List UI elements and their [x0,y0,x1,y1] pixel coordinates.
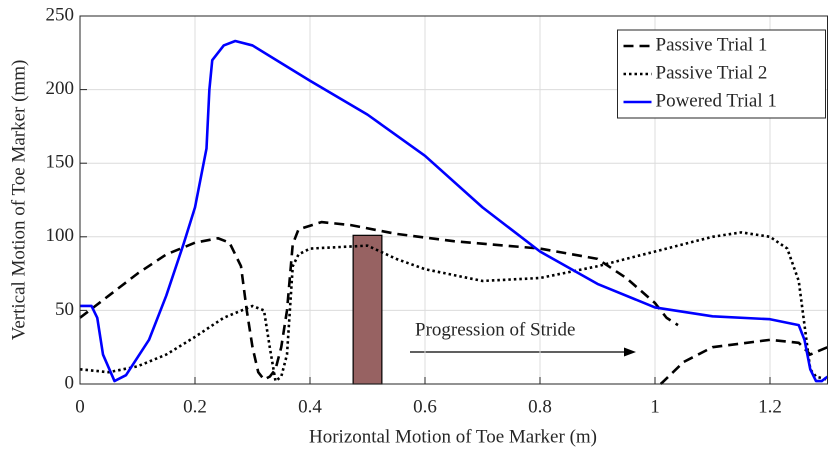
series-line [79,220,829,385]
series-line [80,39,829,383]
x-tick-label: 0.8 [528,396,552,417]
y-tick-label: 50 [55,299,74,320]
legend-label: Passive Trial 2 [656,62,768,83]
legend-label: Passive Trial 1 [656,34,768,55]
y-tick-label: 200 [46,78,75,99]
y-tick-label: 150 [46,152,75,173]
legend-box [617,29,826,119]
x-axis-label: Horizontal Motion of Toe Marker (m) [309,426,597,447]
x-tick-label: 0 [75,396,85,417]
plot-frame [79,15,828,385]
x-tick-label: 1 [650,396,660,417]
y-axis-label: Vertical Motion of Toe Marker (mm) [8,60,29,341]
annotation: Progression of Stride [415,319,575,340]
obstacle [352,234,383,385]
x-tick-label: 0.4 [298,396,322,417]
x-tick-label: 0.2 [183,396,207,417]
y-tick-label: 250 [46,4,75,25]
y-tick-label: 100 [46,225,75,246]
series-line [79,231,828,383]
arrow-head [624,347,636,357]
legend-label: Powered Trial 1 [656,90,777,111]
x-tick-label: 0.6 [413,396,437,417]
x-tick-label: 1.2 [758,396,782,417]
y-tick-label: 0 [65,372,75,393]
